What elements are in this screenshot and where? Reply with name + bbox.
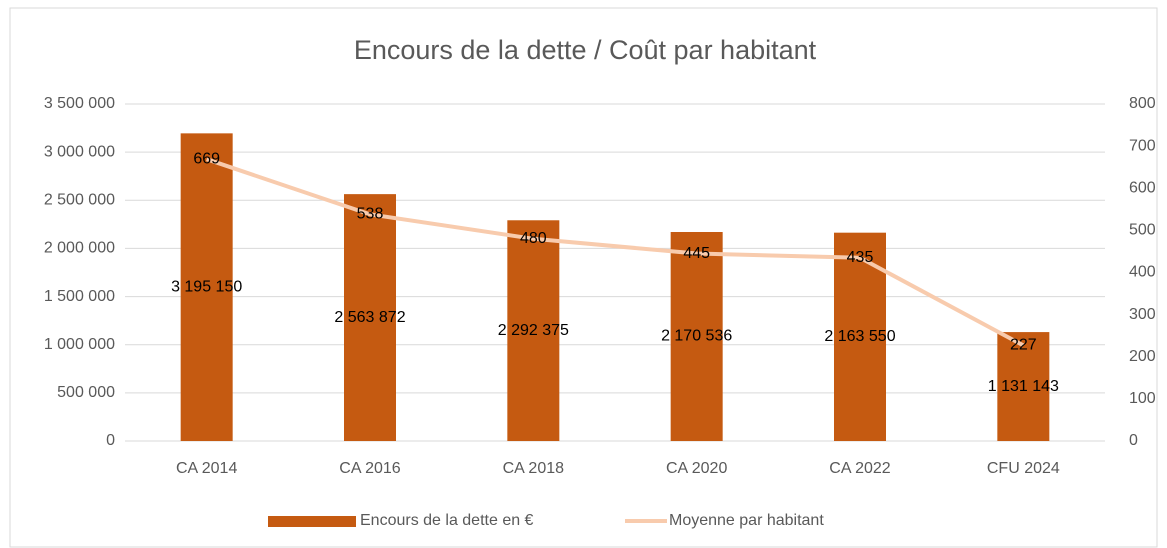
x-tick-label: CA 2014 <box>176 460 237 477</box>
bar <box>997 332 1050 441</box>
x-tick-label: CA 2018 <box>503 460 564 477</box>
y2-tick-label: 400 <box>1129 264 1156 281</box>
y2-tick-label: 0 <box>1129 432 1138 449</box>
data-label: 445 <box>683 245 710 262</box>
y2-tick-label: 600 <box>1129 179 1156 196</box>
bar <box>344 194 396 441</box>
data-label: 2 292 375 <box>498 322 569 339</box>
data-label: 669 <box>193 150 220 167</box>
y2-tick-label: 100 <box>1129 390 1156 407</box>
chart-title: Encours de la dette / Coût par habitant <box>354 35 817 65</box>
y-tick-label: 1 000 000 <box>44 336 115 353</box>
x-tick-label: CA 2020 <box>666 460 727 477</box>
y-tick-label: 2 000 000 <box>44 240 115 257</box>
x-tick-label: CA 2022 <box>829 460 890 477</box>
data-label: 1 131 143 <box>988 378 1059 395</box>
data-label: 2 563 872 <box>334 309 405 326</box>
legend-swatch <box>268 516 356 527</box>
y-tick-label: 500 000 <box>57 384 115 401</box>
y-tick-label: 1 500 000 <box>44 288 115 305</box>
data-label: 480 <box>520 230 547 247</box>
data-label: 2 163 550 <box>824 328 895 345</box>
bar <box>507 220 560 441</box>
y-tick-label: 2 500 000 <box>44 192 115 209</box>
y-tick-label: 3 500 000 <box>44 95 115 112</box>
y2-tick-label: 800 <box>1129 95 1156 112</box>
y2-tick-label: 700 <box>1129 137 1156 154</box>
x-tick-label: CFU 2024 <box>987 460 1060 477</box>
data-label: 435 <box>847 249 874 266</box>
y-tick-label: 0 <box>106 432 115 449</box>
legend-label: Encours de la dette en € <box>360 512 534 529</box>
y-tick-label: 3 000 000 <box>44 143 115 160</box>
y2-tick-label: 200 <box>1129 348 1156 365</box>
legend-label: Moyenne par habitant <box>669 512 824 529</box>
y2-tick-label: 500 <box>1129 222 1156 239</box>
line <box>206 157 1025 348</box>
bar <box>670 232 723 441</box>
data-label: 2 170 536 <box>661 328 732 345</box>
data-label: 538 <box>357 206 384 223</box>
y2-tick-label: 300 <box>1129 306 1156 323</box>
bar <box>180 133 233 441</box>
data-label: 3 195 150 <box>171 278 242 295</box>
x-tick-label: CA 2016 <box>339 460 400 477</box>
data-label: 227 <box>1010 337 1037 354</box>
